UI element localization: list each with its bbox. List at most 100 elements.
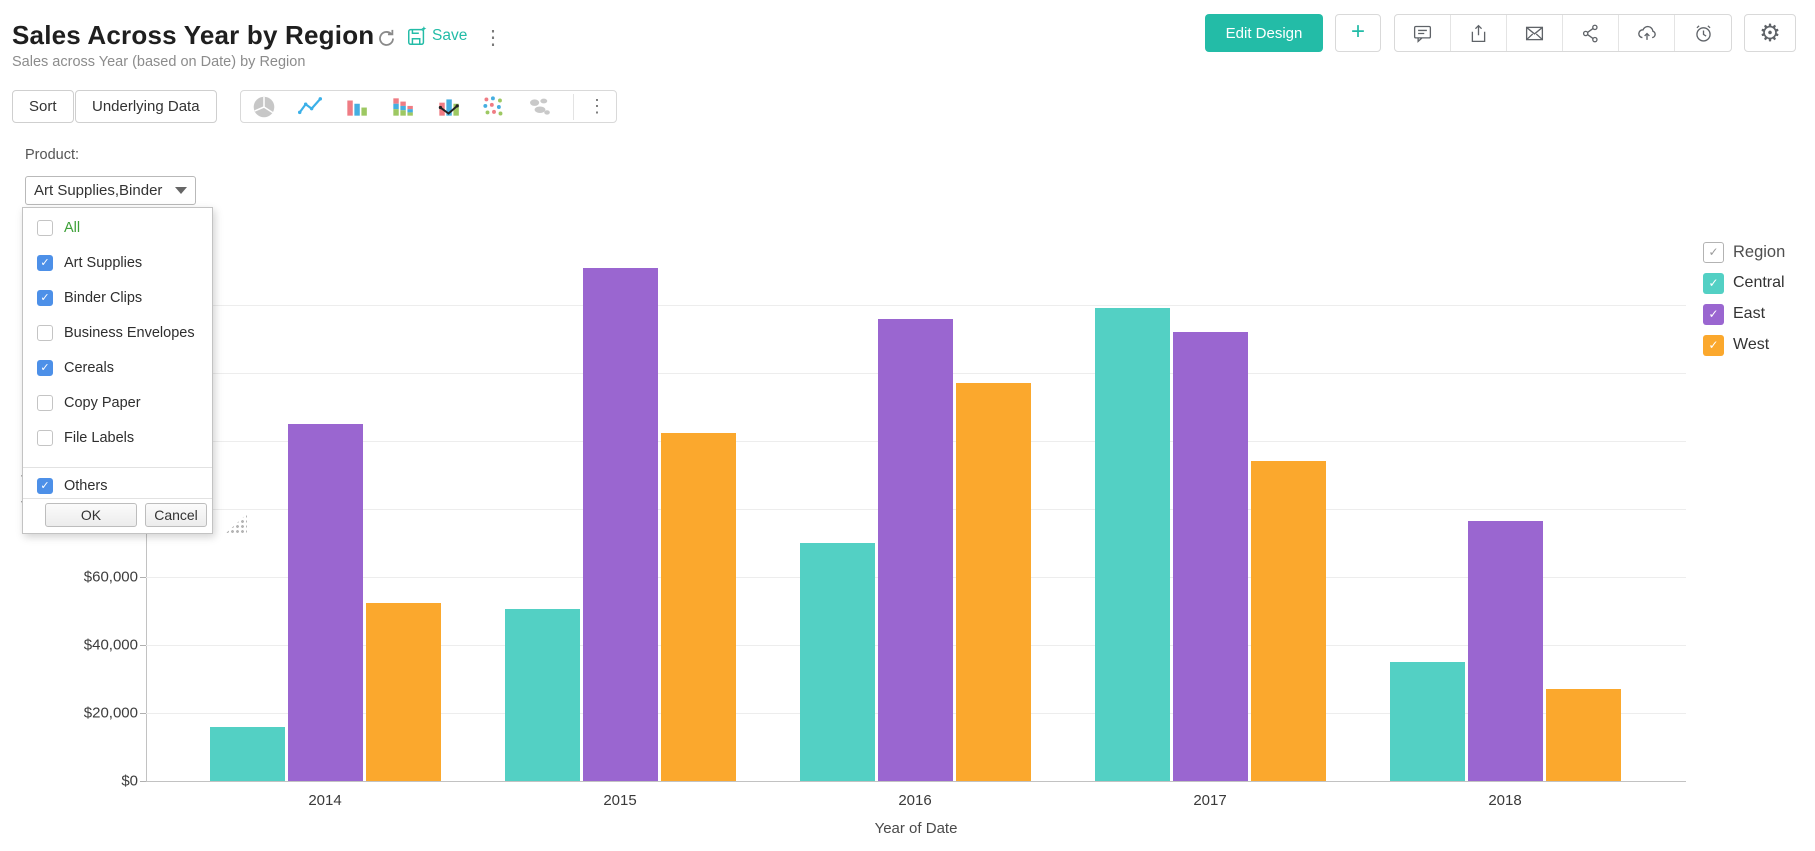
product-filter-select[interactable]: Art Supplies,Binder Clips,Cereals,Others [25,176,196,205]
comment-icon[interactable] [1395,15,1451,51]
alarm-icon[interactable] [1675,15,1731,51]
checkbox-icon[interactable] [37,324,53,341]
x-axis-label: 2017 [1193,792,1227,809]
header-kebab-icon[interactable]: ⋮ [483,27,503,49]
x-axis-line [146,781,1686,782]
x-axis-label: 2015 [603,792,637,809]
x-axis-label: 2014 [308,792,342,809]
export-icon[interactable] [1451,15,1507,51]
page-subtitle: Sales across Year (based on Date) by Reg… [12,54,306,70]
x-axis-label: 2018 [1488,792,1522,809]
bar-2018-central[interactable] [1389,662,1465,781]
legend-checkbox[interactable]: ✓ [1703,334,1724,356]
legend-item-east[interactable]: ✓ East [1703,302,1765,326]
checkbox-icon[interactable]: ✓ [37,477,53,494]
legend-title: Region [1733,242,1786,261]
filter-option-label: Art Supplies [64,254,143,271]
legend-item-label: East [1733,305,1766,322]
legend-item-west[interactable]: ✓ West [1703,333,1769,357]
sort-button[interactable]: Sort [12,90,74,123]
edit-design-button[interactable]: Edit Design [1205,14,1323,52]
filter-option-others[interactable]: ✓ Others [23,468,212,503]
chart-type-bar-icon[interactable] [343,94,369,120]
legend-item-label: West [1733,336,1770,353]
cancel-button[interactable]: Cancel [145,503,207,527]
product-filter-dropdown: OK Cancel All ✓ Art Supplies ✓ Binder Clips B… [22,207,213,534]
checkbox-icon[interactable]: ✓ [37,254,53,271]
page-title: Sales Across Year by Region [12,20,375,50]
chart-type-more-icon[interactable]: ⋮ [573,93,606,120]
chart-type-toolbar: ⋮ [240,90,617,123]
share-icon[interactable] [1563,15,1619,51]
filter-option-label: Business Envelopes [64,324,195,341]
legend-item-central[interactable]: ✓ Central [1703,271,1785,295]
header-action-group [1394,14,1732,52]
dropdown-divider [23,467,212,468]
x-axis-title: Year of Date [874,820,958,837]
x-axis-label: 2016 [898,792,932,809]
underlying-data-button[interactable]: Underlying Data [75,90,217,123]
filter-option-cereals[interactable]: ✓ Cereals [23,350,212,385]
filter-option-copy-paper[interactable]: Copy Paper [23,385,212,420]
cloud-upload-icon[interactable] [1619,15,1675,51]
chart-type-scatter-icon[interactable] [481,94,507,120]
legend-checkbox[interactable]: ✓ [1703,303,1724,325]
chart-type-stacked-bar-icon[interactable] [389,94,415,120]
filter-option-file-labels[interactable]: File Labels [23,420,212,455]
legend-header-checkbox[interactable]: ✓ [1703,241,1724,263]
dropdown-footer-divider [23,498,212,499]
y-axis-tick [140,645,146,646]
bar-2015-west[interactable] [660,432,736,781]
ok-button[interactable]: OK [45,503,137,527]
checkbox-icon[interactable] [37,219,53,236]
settings-icon[interactable]: ⚙ [1744,14,1796,52]
chart-type-map-icon[interactable] [527,94,553,120]
bar-2017-central[interactable] [1094,308,1170,781]
chart-type-pie-icon[interactable] [251,94,277,120]
chart-type-line-icon[interactable] [297,94,323,120]
y-axis-tick-label: $60,000 [83,568,138,586]
bar-2017-west[interactable] [1250,461,1326,781]
chevron-down-icon [175,187,187,194]
refresh-icon[interactable] [374,26,398,50]
bar-2014-east[interactable] [287,424,363,781]
filter-option-label: Copy Paper [64,394,141,411]
y-axis-tick [140,781,146,782]
y-axis-tick-label: $0 [121,772,138,790]
checkbox-icon[interactable]: ✓ [37,289,53,306]
bar-2014-west[interactable] [365,602,441,781]
checkbox-icon[interactable]: ✓ [37,359,53,376]
legend-checkbox[interactable]: ✓ [1703,272,1724,294]
bar-2018-west[interactable] [1545,689,1621,781]
save-label: Save [432,27,468,44]
bar-2014-central[interactable] [209,726,285,781]
product-filter-label: Product: [25,147,79,163]
checkbox-icon[interactable] [37,429,53,446]
checkbox-icon[interactable] [37,394,53,411]
filter-option-label: All [64,219,81,236]
bar-2017-east[interactable] [1172,332,1248,781]
product-filter-value: Art Supplies,Binder Clips,Cereals,Others [34,182,166,199]
filter-option-binder-clips[interactable]: ✓ Binder Clips [23,280,212,315]
resize-grip[interactable] [225,514,247,534]
filter-option-art-supplies[interactable]: ✓ Art Supplies [23,245,212,280]
y-axis-tick-label: $20,000 [83,704,138,722]
email-icon[interactable] [1507,15,1563,51]
add-button[interactable]: + [1335,14,1381,52]
bar-2015-central[interactable] [504,609,580,781]
bar-2015-east[interactable] [582,267,658,781]
legend-header[interactable]: ✓ Region [1703,240,1785,264]
save-button[interactable]: Save [406,25,467,47]
filter-option-business-envelopes[interactable]: Business Envelopes [23,315,212,350]
filter-option-label: Binder Clips [64,289,143,306]
filter-option-label: File Labels [64,429,135,446]
chart-type-bar-line-icon[interactable] [435,94,461,120]
bar-2016-east[interactable] [877,318,953,781]
bar-2018-east[interactable] [1467,520,1543,781]
y-axis-tick [140,713,146,714]
bar-2016-central[interactable] [799,543,875,781]
legend-item-label: Central [1733,274,1785,291]
bar-2016-west[interactable] [955,383,1031,781]
filter-option-all[interactable]: All [23,210,212,245]
